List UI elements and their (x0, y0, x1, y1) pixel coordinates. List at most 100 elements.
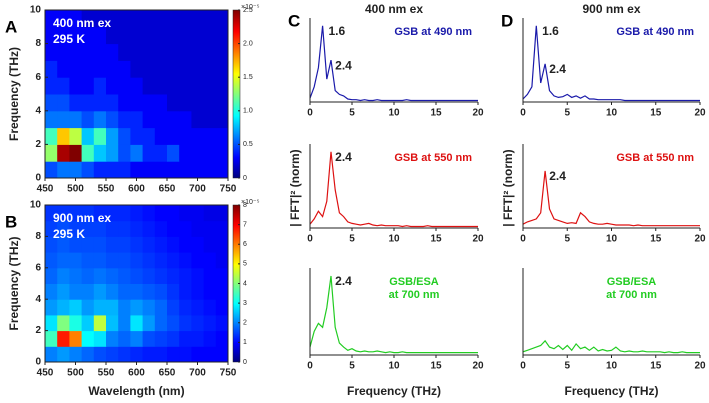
colorbar-tick-label: 1.0 (243, 108, 253, 115)
heatmap-cell (45, 127, 58, 145)
series-label: GSB at 550 nm (616, 152, 694, 164)
heatmap-cell (118, 43, 131, 61)
heatmap-cell (69, 60, 83, 78)
y-tick-label: 10 (30, 200, 42, 211)
heatmap-cell (215, 330, 229, 347)
x-tick-label: 5 (349, 234, 355, 245)
heatmap-cell (154, 267, 168, 284)
heatmap-cell (81, 346, 95, 363)
heatmap-cell (154, 252, 168, 269)
heatmap-cell (203, 127, 217, 145)
heatmap-cell (203, 26, 217, 45)
heatmap-cell (57, 330, 70, 347)
heatmap-cell (57, 267, 70, 284)
heatmap-cell (215, 43, 229, 61)
heatmap-cell (45, 60, 58, 78)
annotation: 295 K (53, 227, 85, 241)
spectrum-line (309, 25, 478, 102)
heatmap-cell (93, 60, 107, 78)
heatmap-cell (81, 236, 95, 253)
heatmap-cell (118, 127, 131, 145)
panel-letter: C (288, 11, 300, 30)
heatmap-cell (142, 43, 156, 61)
heatmap-cell (142, 283, 156, 300)
heatmap-cell (191, 236, 205, 253)
y-tick-label: 0 (35, 357, 41, 368)
colorbar-tick-label: 1.5 (243, 74, 253, 81)
heatmap-cell (45, 220, 58, 237)
spectrum-line (522, 25, 700, 102)
heatmap-cell (215, 127, 229, 145)
heatmap-cell (167, 43, 180, 61)
heatmap-cell (93, 127, 107, 145)
heatmap-cell (203, 299, 217, 316)
heatmap-cell (191, 220, 205, 237)
heatmap-cell (69, 26, 83, 45)
y-tick-label: 4 (35, 294, 41, 305)
heatmap-cell (215, 220, 229, 237)
heatmap-cell (215, 94, 229, 112)
heatmap-cell (203, 94, 217, 112)
heatmap-cell (118, 10, 131, 28)
heatmap-cell (154, 144, 168, 162)
heatmap-cell (130, 220, 144, 237)
heatmap-cell (69, 77, 83, 95)
heatmap-cell (191, 10, 205, 28)
heatmap-cell (45, 236, 58, 253)
x-tick-label: 15 (650, 361, 662, 372)
heatmap-cell (69, 330, 83, 347)
heatmap-cell (142, 26, 156, 45)
heatmap-cell (203, 161, 217, 179)
colorbar-tick-label: 2.5 (243, 7, 253, 14)
heatmap-cell (93, 314, 107, 332)
heatmap-cell (215, 110, 229, 129)
heatmap-cell (57, 144, 70, 162)
heatmap-cell (106, 314, 119, 332)
heatmap-cell (191, 60, 205, 78)
heatmap-cell (57, 94, 70, 112)
x-tick-label: 10 (388, 108, 400, 119)
heatmap-cell (154, 299, 168, 316)
heatmap-cell (118, 220, 131, 237)
series-label: GSB at 490 nm (394, 26, 472, 38)
heatmap-cell (167, 127, 180, 145)
heatmap-cell (191, 252, 205, 269)
colorbar-tick-label: 3 (243, 300, 247, 307)
heatmap-cell (57, 346, 70, 363)
heatmap-cell (154, 283, 168, 300)
heatmap-cell (81, 330, 95, 347)
heatmap-cell (106, 205, 119, 222)
heatmap-cell (142, 144, 156, 162)
x-tick-label: 550 (98, 368, 115, 379)
heatmap-cell (179, 236, 192, 253)
heatmap-cell (215, 60, 229, 78)
heatmap-cell (203, 10, 217, 28)
heatmap-cell (118, 144, 131, 162)
x-tick-label: 10 (388, 234, 400, 245)
heatmap-cell (106, 77, 119, 95)
heatmap-cell (69, 236, 83, 253)
heatmap-cell (167, 26, 180, 45)
heatmap-cell (154, 205, 168, 222)
x-tick-label: 0 (520, 361, 526, 372)
y-axis-label: Frequency (THz) (7, 236, 21, 330)
heatmap-cell (191, 314, 205, 332)
heatmap-cell (106, 283, 119, 300)
heatmap-cell (69, 43, 83, 61)
heatmap-cell (154, 314, 168, 332)
x-tick-label: 20 (472, 234, 484, 245)
heatmap-cell (118, 161, 131, 179)
panel-letter: B (5, 212, 17, 231)
peak-label: 2.4 (335, 274, 352, 288)
heatmap-cell (57, 283, 70, 300)
heatmap-cell (154, 110, 168, 129)
heatmap-cell (93, 346, 107, 363)
heatmap-cell (154, 236, 168, 253)
heatmap-cell (130, 161, 144, 179)
heatmap-cell (106, 60, 119, 78)
heatmap-cell (57, 60, 70, 78)
heatmap-cell (118, 346, 131, 363)
heatmap-cell (57, 252, 70, 269)
y-tick-label: 0 (35, 173, 41, 184)
heatmap-cell (130, 94, 144, 112)
